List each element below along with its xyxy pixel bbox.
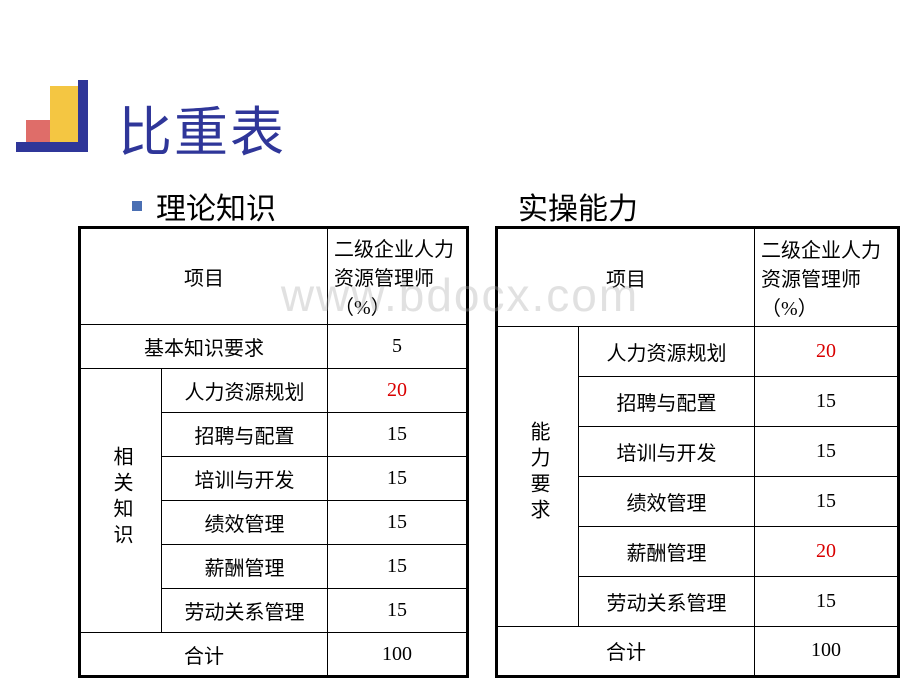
t1-row4-label: 薪酬管理 [162, 545, 328, 589]
t1-total-label: 合计 [80, 633, 328, 677]
t2-total-label: 合计 [497, 626, 755, 676]
subtitle-left: 理论知识 [132, 184, 276, 228]
t1-header-project: 项目 [80, 228, 328, 325]
t1-row2-label: 培训与开发 [162, 457, 328, 501]
t2-row4-value: 20 [755, 526, 899, 576]
subtitle-right: 实操能力 [518, 184, 638, 228]
t1-row3-value: 15 [328, 501, 468, 545]
t2-row2-label: 培训与开发 [579, 426, 755, 476]
t2-row5-value: 15 [755, 576, 899, 626]
t2-row0-label: 人力资源规划 [579, 326, 755, 376]
t1-row1-value: 15 [328, 413, 468, 457]
t2-row1-label: 招聘与配置 [579, 376, 755, 426]
t1-basic-value: 5 [328, 325, 468, 369]
t2-row4-label: 薪酬管理 [579, 526, 755, 576]
t1-row3-label: 绩效管理 [162, 501, 328, 545]
t1-row5-value: 15 [328, 589, 468, 633]
subtitle-right-text: 实操能力 [518, 184, 638, 228]
t1-row1-label: 招聘与配置 [162, 413, 328, 457]
t1-row4-value: 15 [328, 545, 468, 589]
subtitle-left-text: 理论知识 [156, 184, 276, 228]
t1-total-value: 100 [328, 633, 468, 677]
t1-row0-label: 人力资源规划 [162, 369, 328, 413]
t1-row0-value: 20 [328, 369, 468, 413]
t2-header-project: 项目 [497, 228, 755, 327]
bullet-icon [132, 201, 142, 211]
page-title: 比重表 [118, 88, 286, 167]
practice-table: 项目 二级企业人力资源管理师（%） 能力要求 人力资源规划 20 招聘与配置 1… [495, 226, 900, 678]
t2-row3-value: 15 [755, 476, 899, 526]
t2-total-value: 100 [755, 626, 899, 676]
t2-group-label: 能力要求 [497, 326, 579, 626]
t2-row2-value: 15 [755, 426, 899, 476]
t1-row2-value: 15 [328, 457, 468, 501]
t1-header-value: 二级企业人力资源管理师（%） [328, 228, 468, 325]
t1-group-label: 相关知识 [80, 369, 162, 633]
t1-row5-label: 劳动关系管理 [162, 589, 328, 633]
t2-header-value: 二级企业人力资源管理师（%） [755, 228, 899, 327]
t2-row3-label: 绩效管理 [579, 476, 755, 526]
t2-row0-value: 20 [755, 326, 899, 376]
t2-row1-value: 15 [755, 376, 899, 426]
slide-decoration [16, 80, 116, 160]
theory-table: 项目 二级企业人力资源管理师（%） 基本知识要求 5 相关知识 人力资源规划 2… [78, 226, 469, 678]
t2-row5-label: 劳动关系管理 [579, 576, 755, 626]
t1-basic-label: 基本知识要求 [80, 325, 328, 369]
